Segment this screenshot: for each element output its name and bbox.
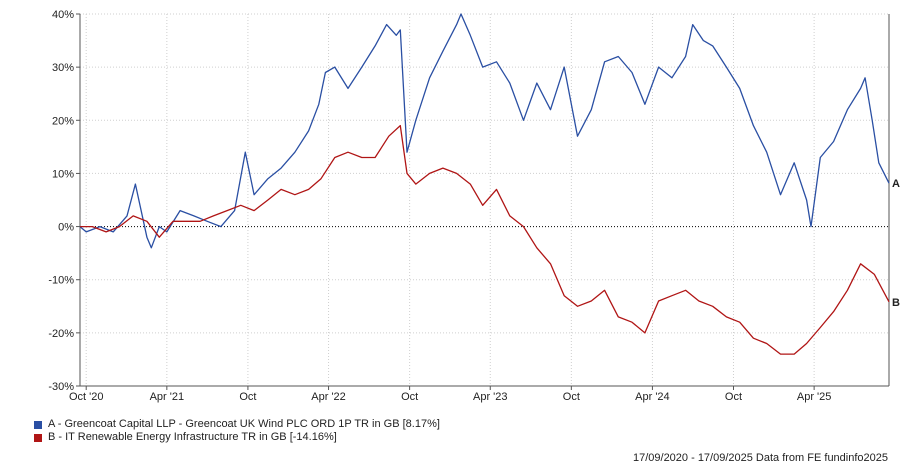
series-end-label-b: B (892, 297, 900, 309)
y-tick-label: -30% (48, 381, 74, 393)
x-tick-label: Oct '20 (69, 391, 104, 403)
y-tick-label: 10% (52, 168, 74, 180)
x-tick-label: Apr '22 (311, 391, 346, 403)
x-tick-label: Oct (563, 391, 580, 403)
x-tick-label: Oct (725, 391, 742, 403)
x-tick-label: Apr '23 (473, 391, 508, 403)
date-range-source-footer: 17/09/2020 - 17/09/2025 Data from FE fun… (632, 452, 888, 464)
x-tick-label: Apr '21 (150, 391, 185, 403)
legend-label-a: A - Greencoat Capital LLP - Greencoat UK… (48, 418, 440, 430)
x-tick-label: Oct (401, 391, 418, 403)
series-end-label-a: A (892, 178, 900, 190)
y-tick-label: 30% (52, 62, 74, 74)
y-tick-label: 20% (52, 115, 74, 127)
legend-swatch-a (34, 420, 42, 429)
series-line-b (80, 124, 890, 355)
legend-item-b: B - IT Renewable Energy Infrastructure T… (34, 431, 440, 444)
legend-swatch-b (34, 433, 42, 442)
y-tick-label: 0% (58, 222, 74, 234)
series-line-a (79, 13, 890, 249)
y-tick-label: -10% (48, 275, 74, 287)
legend: A - Greencoat Capital LLP - Greencoat UK… (34, 418, 440, 444)
legend-label-b: B - IT Renewable Energy Infrastructure T… (48, 431, 337, 443)
x-tick-label: Apr '25 (797, 391, 832, 403)
legend-item-a: A - Greencoat Capital LLP - Greencoat UK… (34, 418, 440, 431)
x-tick-label: Oct (239, 391, 256, 403)
x-tick-label: Apr '24 (635, 391, 670, 403)
y-tick-label: -20% (48, 328, 74, 340)
y-tick-label: 40% (52, 9, 74, 21)
